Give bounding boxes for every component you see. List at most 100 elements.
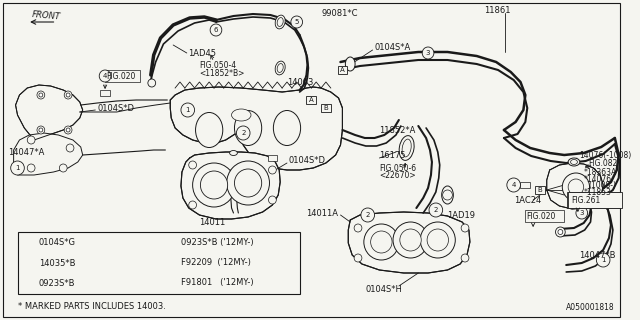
Circle shape <box>210 24 222 36</box>
Ellipse shape <box>568 158 580 166</box>
Circle shape <box>461 254 469 262</box>
Circle shape <box>21 276 35 290</box>
Circle shape <box>596 253 610 267</box>
Circle shape <box>66 128 70 132</box>
Ellipse shape <box>196 113 223 148</box>
Polygon shape <box>15 85 83 140</box>
Bar <box>520 182 530 188</box>
Circle shape <box>21 235 35 249</box>
Bar <box>105 70 140 82</box>
Text: B: B <box>324 105 328 111</box>
Circle shape <box>361 208 374 222</box>
Ellipse shape <box>571 159 577 164</box>
Text: <11852*B>: <11852*B> <box>200 68 245 77</box>
Circle shape <box>64 126 72 134</box>
Circle shape <box>371 231 392 253</box>
Circle shape <box>461 224 469 232</box>
Text: 5: 5 <box>294 19 299 25</box>
Ellipse shape <box>346 57 355 71</box>
Text: 6: 6 <box>167 278 172 287</box>
Circle shape <box>400 229 421 251</box>
Text: 0923S*B ('12MY-): 0923S*B ('12MY-) <box>181 237 253 246</box>
Text: 1: 1 <box>186 107 190 113</box>
Circle shape <box>200 171 228 199</box>
Polygon shape <box>547 163 603 209</box>
Text: (1008-): (1008-) <box>589 180 616 189</box>
Circle shape <box>60 164 67 172</box>
Circle shape <box>189 161 196 169</box>
Polygon shape <box>181 152 280 219</box>
Text: 14047*A: 14047*A <box>8 148 44 156</box>
Text: 1AD45: 1AD45 <box>188 49 216 58</box>
Text: 14076(-1008): 14076(-1008) <box>579 150 631 159</box>
Circle shape <box>427 229 449 251</box>
Bar <box>268 155 277 161</box>
Text: 1: 1 <box>15 165 20 171</box>
Text: 99081*C: 99081*C <box>321 9 358 18</box>
Circle shape <box>64 91 72 99</box>
Ellipse shape <box>399 136 414 160</box>
Text: 0104S*H: 0104S*H <box>366 285 403 294</box>
Text: 11861: 11861 <box>484 5 511 14</box>
Text: 0104S*G: 0104S*G <box>39 237 76 246</box>
Ellipse shape <box>402 139 412 157</box>
Text: A: A <box>340 67 345 73</box>
Circle shape <box>269 166 276 174</box>
Circle shape <box>507 178 520 192</box>
Ellipse shape <box>277 64 284 72</box>
Circle shape <box>21 256 35 270</box>
Text: 14047*B: 14047*B <box>579 251 615 260</box>
Circle shape <box>291 16 303 28</box>
Text: 5: 5 <box>167 259 172 268</box>
Text: 3: 3 <box>26 278 31 287</box>
Text: 14003: 14003 <box>287 77 314 86</box>
Text: 0104S*D: 0104S*D <box>97 103 134 113</box>
Text: *18363A: *18363A <box>584 167 617 177</box>
Polygon shape <box>348 212 470 273</box>
Circle shape <box>39 128 43 132</box>
Circle shape <box>28 136 35 144</box>
Text: FIG.020: FIG.020 <box>106 71 136 81</box>
Text: B: B <box>538 187 542 193</box>
Circle shape <box>227 161 269 205</box>
Bar <box>568 192 621 208</box>
Text: FIG.082: FIG.082 <box>589 158 618 167</box>
Circle shape <box>28 164 35 172</box>
Circle shape <box>393 222 428 258</box>
Text: FIG.020: FIG.020 <box>526 212 556 220</box>
Text: 1: 1 <box>601 257 605 263</box>
Circle shape <box>181 103 195 117</box>
Circle shape <box>443 190 452 200</box>
Circle shape <box>364 224 399 260</box>
Circle shape <box>422 47 434 59</box>
Circle shape <box>66 93 70 97</box>
Text: 1: 1 <box>26 237 31 246</box>
Text: *11853: *11853 <box>584 188 612 196</box>
Circle shape <box>354 254 362 262</box>
Circle shape <box>37 126 45 134</box>
Circle shape <box>558 229 563 235</box>
Text: 4: 4 <box>167 237 172 246</box>
Text: *14076: *14076 <box>584 174 612 183</box>
Ellipse shape <box>277 18 284 27</box>
Bar <box>337 66 348 74</box>
Circle shape <box>163 235 176 249</box>
Bar <box>525 210 564 222</box>
Text: 2: 2 <box>26 259 31 268</box>
Text: A050001818: A050001818 <box>566 303 615 312</box>
Circle shape <box>568 179 584 195</box>
Bar <box>100 90 110 96</box>
Text: 16175: 16175 <box>380 150 406 159</box>
Circle shape <box>420 222 455 258</box>
Text: 0104S*A: 0104S*A <box>374 43 411 52</box>
Ellipse shape <box>275 61 285 75</box>
Text: 3: 3 <box>579 210 584 216</box>
Circle shape <box>163 256 176 270</box>
Text: 4: 4 <box>103 73 108 79</box>
Circle shape <box>189 201 196 209</box>
Circle shape <box>11 161 24 175</box>
Text: 2: 2 <box>241 130 245 136</box>
Ellipse shape <box>230 150 237 156</box>
Ellipse shape <box>442 186 453 204</box>
Circle shape <box>163 276 176 290</box>
